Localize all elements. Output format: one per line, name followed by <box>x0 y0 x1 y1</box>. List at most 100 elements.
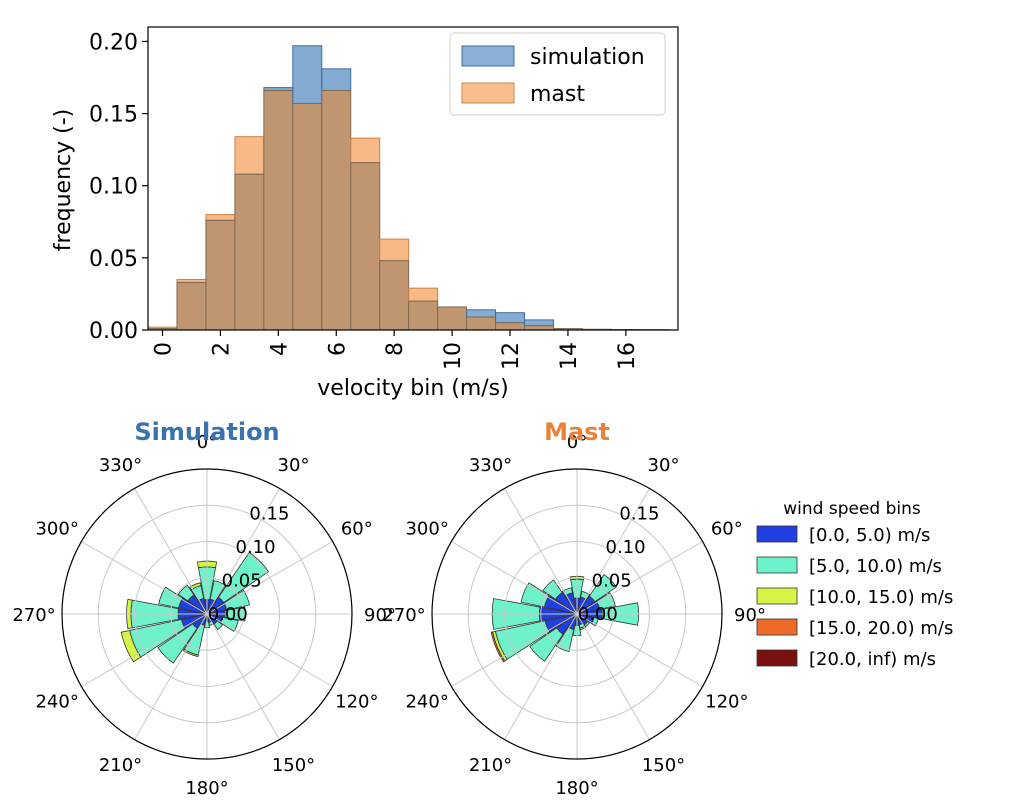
wind-rose-angle-label: 0° <box>567 432 587 453</box>
wind-rose-grid-spoke <box>134 613 208 740</box>
wind-rose-grid-spoke <box>504 488 578 615</box>
wind-rose-wedge <box>595 592 616 610</box>
histogram-bar-overlap <box>495 322 526 331</box>
wind-rose-angle-label: 270° <box>382 605 425 626</box>
wind-rose-angle-label: 210° <box>99 755 142 776</box>
wind-rose-radial-label: 0.10 <box>606 537 646 558</box>
legend-swatch-mast <box>461 82 515 104</box>
wind-rose-radial-label: 0.05 <box>222 571 262 592</box>
wind-rose-grid <box>432 469 722 759</box>
wind-rose-grid-spoke <box>451 613 578 687</box>
wind-rose-grid-spoke <box>206 613 333 687</box>
wind-rose-wedge <box>219 616 239 632</box>
wind-rose-radial-label: 0.10 <box>236 537 276 558</box>
histogram-bar-overlap <box>379 260 410 331</box>
histogram-x-label: velocity bin (m/s) <box>317 376 508 401</box>
wind-rose-wedge <box>555 626 575 653</box>
x-tick-label: 16 <box>615 342 640 370</box>
wind-legend-swatch <box>756 587 798 605</box>
wind-rose-angle-label: 60° <box>341 519 373 540</box>
x-tick-label: 14 <box>557 342 582 370</box>
wind-rose-wedge <box>120 629 142 663</box>
wind-legend-label: [0.0, 5.0) m/s <box>809 525 930 546</box>
wind-rose-grid-spoke <box>81 541 208 615</box>
wind-rose-wedge <box>520 582 550 608</box>
histogram-bar-overlap <box>350 162 381 331</box>
y-tick-label: 0.00 <box>89 319 138 344</box>
y-tick-label: 0.10 <box>89 175 138 200</box>
wind-rose-grid-spoke <box>206 488 280 615</box>
wind-legend-swatch <box>756 525 798 543</box>
wind-rose-angle-label: 150° <box>272 755 315 776</box>
x-tick-label: 8 <box>383 342 408 356</box>
wind-rose-angle-label: 90° <box>364 605 396 626</box>
histogram-bar-top <box>379 238 410 262</box>
wind-rose-grid-spoke <box>576 613 650 740</box>
wind-rose-angle-label: 330° <box>469 455 512 476</box>
wind-rose-wedge <box>213 620 224 631</box>
legend-label-mast: mast <box>530 82 585 107</box>
wind-speed-legend: wind speed bins [0.0, 5.0) m/s [5.0, 10.0… <box>756 499 953 670</box>
histogram-bar-overlap <box>437 306 468 331</box>
wind-legend-swatch <box>756 618 798 636</box>
x-tick-label: 0 <box>151 342 176 356</box>
histogram-bar-overlap <box>524 325 554 331</box>
wind-rose-angle-label: 240° <box>35 692 78 713</box>
wind-rose-angle-label: 300° <box>35 519 78 540</box>
wind-rose-radial-label: 0.00 <box>578 604 618 625</box>
wind-legend-label: [15.0, 20.0) m/s <box>809 618 953 639</box>
wind-rose-wedge <box>529 627 564 662</box>
y-tick-label: 0.05 <box>89 247 138 272</box>
wind-rose-grid-spoke <box>504 613 578 740</box>
histogram-bar-top <box>524 319 554 327</box>
legend-label-simulation: simulation <box>530 45 645 70</box>
histogram-x-ticks: 0 2 4 6 8 10 12 14 16 <box>151 330 640 370</box>
wind-rose-angle-label: 120° <box>335 692 378 713</box>
wind-rose-wedge <box>542 579 563 600</box>
wind-rose-grid <box>62 469 352 759</box>
wind-rose-grid-spoke <box>576 613 703 687</box>
histogram-bar-top <box>292 45 323 104</box>
wind-rose-grid-spoke <box>81 613 208 687</box>
wind-rose-angle-label: 330° <box>99 455 142 476</box>
wind-legend-label: [5.0, 10.0) m/s <box>809 556 942 577</box>
legend-swatch-simulation <box>461 45 515 67</box>
histogram-legend: simulation mast <box>449 32 666 116</box>
histogram-chart: 0.00 0.05 0.10 0.15 0.20 0 2 4 6 8 10 12 14 16 frequ… <box>51 26 679 401</box>
histogram-bar-top <box>466 309 497 318</box>
wind-rose-radial-label: 0.15 <box>249 504 289 525</box>
x-tick-label: 4 <box>267 342 292 356</box>
histogram-bar-overlap <box>466 316 497 331</box>
histogram-bar-overlap <box>321 89 352 331</box>
wind-rose-angle-label: 300° <box>405 519 448 540</box>
wind-rose-angle-label: 60° <box>711 519 743 540</box>
wind-rose-grid-spoke <box>451 541 578 615</box>
wind-rose-wedge <box>177 584 195 602</box>
wind-legend-label: [10.0, 15.0) m/s <box>809 587 953 608</box>
wind-rose-radial-label: 0.00 <box>208 604 248 625</box>
wind-rose-wedge <box>157 623 198 664</box>
wind-rose-angle-label: 120° <box>705 692 748 713</box>
wind-rose-wedge <box>209 580 227 602</box>
wind-rose-mast: 0.000.050.100.150°30°60°90°120°150°180°2… <box>382 432 766 799</box>
histogram-axes-frame <box>147 26 679 331</box>
wind-rose-wedge <box>182 648 199 658</box>
wind-rose-angle-label: 150° <box>642 755 685 776</box>
histogram-bars <box>147 45 670 331</box>
wind-legend-swatch <box>756 556 798 574</box>
wind-rose-outer-ring <box>431 468 723 760</box>
wind-rose-wedge <box>223 589 251 611</box>
wind-rose-grid-spoke <box>576 488 650 615</box>
x-tick-label: 6 <box>325 342 350 356</box>
wind-rose-mast-title: Mast <box>544 418 610 446</box>
wind-rose-grid-spoke <box>206 541 333 615</box>
wind-rose-outer-ring <box>61 468 353 760</box>
wind-rose-radial-label: 0.05 <box>592 571 632 592</box>
wind-rose-angle-label: 30° <box>278 455 310 476</box>
wind-rose-angle-label: 210° <box>469 755 512 776</box>
wind-rose-angle-label: 270° <box>12 605 55 626</box>
histogram-bar-overlap <box>205 219 236 331</box>
wind-rose-wedge <box>580 590 591 600</box>
histogram-bar-overlap <box>263 89 294 331</box>
